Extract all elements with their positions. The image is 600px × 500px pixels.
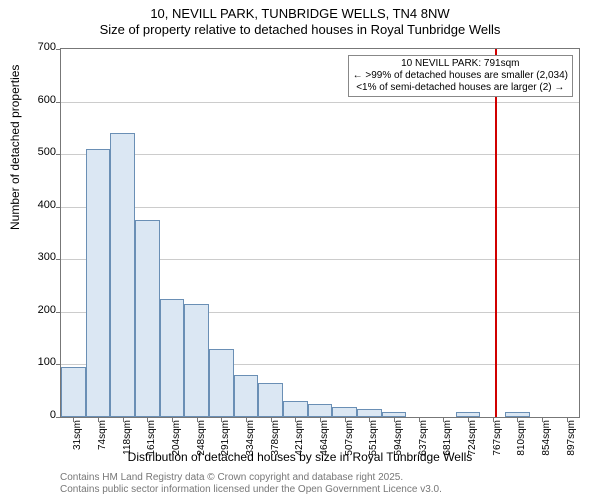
histogram-bar — [258, 383, 283, 417]
chart-title-1: 10, NEVILL PARK, TUNBRIDGE WELLS, TN4 8N… — [0, 6, 600, 21]
ytick-mark — [56, 259, 61, 260]
highlight-marker-line — [495, 49, 497, 417]
histogram-bar — [283, 401, 308, 417]
ytick-label: 200 — [20, 304, 56, 316]
gridline — [61, 154, 579, 155]
chart-plot-area: 10 NEVILL PARK: 791sqm← >99% of detached… — [60, 48, 580, 418]
histogram-bar — [61, 367, 86, 417]
annotation-box: 10 NEVILL PARK: 791sqm← >99% of detached… — [348, 55, 573, 97]
xtick-label: 31sqm — [72, 420, 83, 460]
xtick-label: 204sqm — [171, 420, 182, 460]
gridline — [61, 207, 579, 208]
ytick-mark — [56, 312, 61, 313]
xtick-label: 594sqm — [393, 420, 404, 460]
xtick-label: 681sqm — [442, 420, 453, 460]
ytick-mark — [56, 417, 61, 418]
xtick-label: 897sqm — [566, 420, 577, 460]
xtick-label: 854sqm — [541, 420, 552, 460]
xtick-label: 74sqm — [97, 420, 108, 460]
histogram-bar — [234, 375, 259, 417]
ytick-label: 400 — [20, 199, 56, 211]
xtick-label: 161sqm — [146, 420, 157, 460]
ytick-label: 500 — [20, 146, 56, 158]
xtick-label: 551sqm — [368, 420, 379, 460]
histogram-bar — [184, 304, 209, 417]
annotation-line: <1% of semi-detached houses are larger (… — [353, 82, 568, 94]
xtick-label: 464sqm — [319, 420, 330, 460]
gridline — [61, 102, 579, 103]
histogram-bar — [332, 407, 357, 418]
xtick-label: 767sqm — [492, 420, 503, 460]
xtick-label: 507sqm — [344, 420, 355, 460]
chart-title-2: Size of property relative to detached ho… — [0, 22, 600, 37]
xtick-label: 378sqm — [270, 420, 281, 460]
ytick-mark — [56, 49, 61, 50]
ytick-label: 700 — [20, 41, 56, 53]
ytick-label: 0 — [20, 409, 56, 421]
xtick-label: 724sqm — [467, 420, 478, 460]
histogram-bar — [86, 149, 111, 417]
ytick-mark — [56, 364, 61, 365]
ytick-label: 100 — [20, 356, 56, 368]
annotation-line: 10 NEVILL PARK: 791sqm — [353, 58, 568, 70]
footer-line-1: Contains HM Land Registry data © Crown c… — [60, 472, 442, 484]
histogram-bar — [308, 404, 333, 417]
xtick-label: 118sqm — [122, 420, 133, 460]
xtick-label: 421sqm — [294, 420, 305, 460]
xtick-label: 291sqm — [220, 420, 231, 460]
annotation-line: ← >99% of detached houses are smaller (2… — [353, 70, 568, 82]
ytick-mark — [56, 154, 61, 155]
histogram-bar — [357, 409, 382, 417]
ytick-label: 300 — [20, 251, 56, 263]
ytick-mark — [56, 102, 61, 103]
xtick-label: 810sqm — [516, 420, 527, 460]
ytick-mark — [56, 207, 61, 208]
ytick-label: 600 — [20, 94, 56, 106]
histogram-bar — [209, 349, 234, 417]
xtick-label: 637sqm — [418, 420, 429, 460]
histogram-bar — [110, 133, 135, 417]
footer-line-2: Contains public sector information licen… — [60, 484, 442, 496]
histogram-bar — [160, 299, 185, 417]
histogram-bar — [135, 220, 160, 417]
footer-attribution: Contains HM Land Registry data © Crown c… — [60, 472, 442, 496]
xtick-label: 248sqm — [196, 420, 207, 460]
xtick-label: 334sqm — [245, 420, 256, 460]
